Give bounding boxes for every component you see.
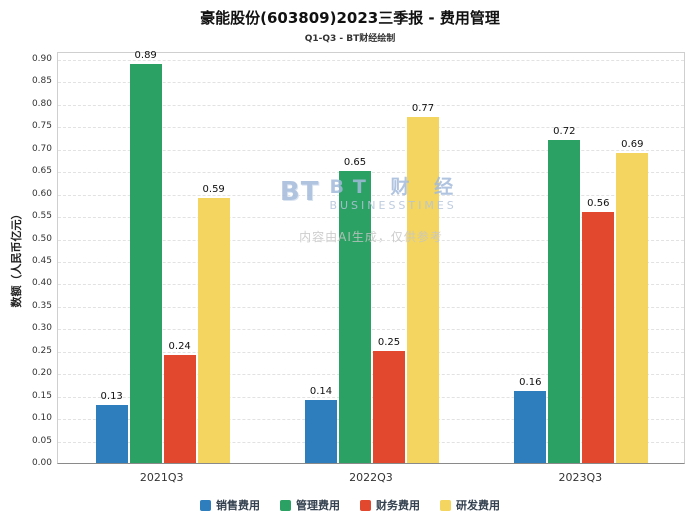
- bar-value-label: 0.14: [309, 386, 333, 398]
- bar[interactable]: 0.56: [582, 198, 615, 463]
- gridline: [58, 262, 684, 263]
- chart-title: 豪能股份(603809)2023三季报 - 费用管理: [200, 9, 500, 27]
- y-tick-label: 0.25: [31, 345, 52, 356]
- legend-swatch: [200, 499, 211, 511]
- gridline: [58, 329, 684, 331]
- bar-value-label: 0.56: [587, 197, 610, 209]
- bar[interactable]: 0.89: [129, 50, 162, 463]
- y-tick-label: 0.10: [31, 413, 52, 424]
- legend-item[interactable]: 研发费用: [440, 497, 500, 513]
- gridline: [58, 374, 684, 376]
- plot-area: 0.13 0.89 0.24 0.59 0.14 0.65 0.25 0.77 0.16 0.72…: [57, 50, 686, 464]
- bar[interactable]: 0.65: [338, 157, 371, 463]
- bar-value-label: 0.72: [553, 125, 576, 137]
- gridline: [58, 172, 684, 174]
- x-tick-label: 2023Q3: [558, 471, 603, 484]
- bar[interactable]: 0.24: [163, 341, 196, 463]
- legend-item[interactable]: 财务费用: [360, 497, 420, 513]
- bar-value-label: 0.69: [621, 139, 644, 151]
- y-tick-label: 0.40: [31, 278, 52, 289]
- gridline: [58, 104, 684, 106]
- bar[interactable]: 0.72: [548, 126, 581, 463]
- bar-value-label: 0.13: [100, 390, 123, 402]
- y-tick-label: 0.45: [31, 256, 52, 266]
- y-tick-label: 0.60: [31, 188, 52, 199]
- bar-group: 0.16 0.72 0.56 0.69: [477, 53, 686, 463]
- gridline: [58, 306, 684, 308]
- legend-swatch: [440, 499, 451, 511]
- legend-label: 研发费用: [456, 499, 500, 512]
- y-tick-label: 0.05: [31, 435, 52, 446]
- gridline: [58, 217, 684, 219]
- gridline: [58, 194, 684, 196]
- bar-group: 0.13 0.89 0.24 0.59: [58, 50, 267, 463]
- legend-swatch: [280, 499, 291, 511]
- y-tick-label: 0.20: [31, 368, 52, 379]
- bar-value-label: 0.24: [168, 341, 191, 353]
- legend: 销售费用 管理费用 财务费用 研发费用: [0, 497, 700, 513]
- gridline: [58, 441, 684, 443]
- gridline: [58, 239, 684, 241]
- bar[interactable]: 0.77: [406, 103, 439, 463]
- y-tick-label: 0.50: [31, 233, 52, 244]
- bar-value-label: 0.59: [202, 184, 225, 196]
- legend-label: 管理费用: [296, 499, 340, 512]
- legend-label: 财务费用: [376, 499, 420, 512]
- bar[interactable]: 0.69: [616, 139, 649, 463]
- y-tick-label: 0.15: [31, 390, 52, 401]
- gridline: [58, 60, 684, 61]
- y-tick-label: 0.70: [31, 143, 52, 154]
- gridline: [58, 127, 684, 129]
- x-tick-label: 2021Q3: [139, 471, 184, 484]
- bar-value-label: 0.89: [134, 49, 157, 61]
- bar[interactable]: 0.16: [514, 377, 547, 463]
- bar-group: 0.14 0.65 0.25 0.77: [267, 53, 476, 463]
- x-tick-label: 2022Q3: [349, 471, 393, 484]
- gridline: [58, 419, 684, 421]
- bar-value-label: 0.16: [519, 377, 542, 389]
- bar[interactable]: 0.59: [197, 184, 230, 463]
- y-tick-label: 0.85: [31, 76, 52, 87]
- y-tick-label: 0.65: [31, 166, 52, 177]
- bar-value-label: 0.77: [411, 103, 435, 115]
- bar-value-label: 0.25: [377, 336, 401, 348]
- gridline: [58, 82, 684, 84]
- gridline: [58, 351, 684, 353]
- gridline: [58, 284, 684, 286]
- chart-subtitle: Q1-Q3 - BT财经绘制: [304, 34, 396, 44]
- y-tick-label: 0.55: [31, 211, 52, 222]
- legend-item[interactable]: 销售费用: [200, 497, 260, 513]
- legend-swatch: [360, 499, 371, 511]
- y-tick-label: 0.80: [31, 98, 52, 109]
- bar[interactable]: 0.25: [372, 337, 405, 463]
- y-tick-label: 0.00: [31, 458, 52, 468]
- y-tick-label: 0.35: [31, 300, 52, 311]
- legend-item[interactable]: 管理费用: [280, 497, 340, 513]
- y-tick-label: 0.30: [31, 323, 52, 334]
- y-tick-label: 0.90: [31, 54, 52, 64]
- bar[interactable]: 0.13: [95, 391, 128, 463]
- gridline: [58, 149, 684, 151]
- gridline: [58, 396, 684, 398]
- bar-value-label: 0.65: [343, 157, 367, 169]
- legend-label: 销售费用: [216, 499, 260, 512]
- bar[interactable]: 0.14: [304, 386, 337, 463]
- y-tick-label: 0.75: [31, 121, 52, 132]
